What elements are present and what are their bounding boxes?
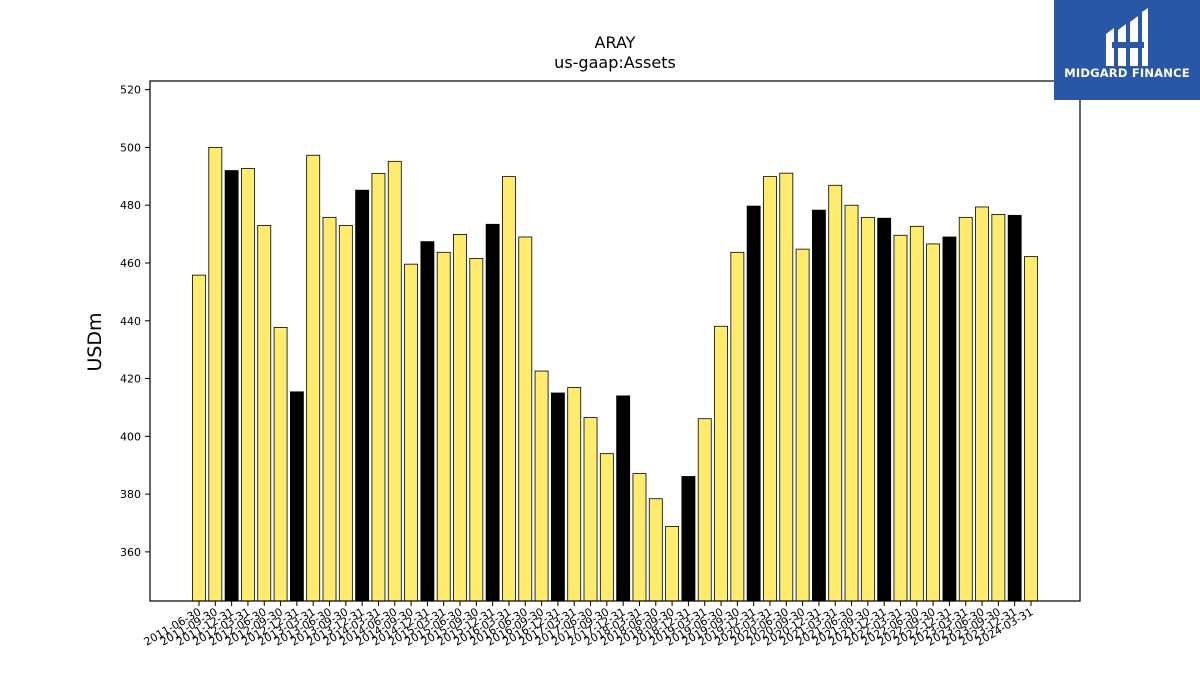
y-axis-label: USDm (84, 312, 106, 371)
bar-2012-06-30 (257, 225, 272, 602)
bar-2013-06-30 (322, 216, 337, 602)
bar-2022-03-31 (893, 234, 908, 602)
bar-2020-03-31 (763, 176, 777, 602)
bar-2017-03-31 (567, 387, 582, 602)
bar-2021-03-31 (828, 184, 843, 602)
bar-2016-09-30 (534, 370, 549, 602)
y-tick-label: 500 (120, 141, 141, 154)
bar-2022-12-31 (942, 236, 957, 602)
bar-2011-09-30 (208, 147, 223, 602)
y-tick-label: 420 (120, 373, 141, 386)
bar-2017-09-30 (599, 453, 614, 602)
bar-2023-03-31 (958, 216, 973, 602)
bar-2018-12-31 (681, 476, 696, 602)
bar-2011-12-31 (224, 170, 239, 602)
chart-title: ARAY (595, 33, 636, 52)
bar-2015-03-31 (436, 251, 451, 602)
bar-2014-03-31 (371, 173, 386, 602)
y-tick-label: 400 (120, 430, 141, 443)
x-axis: 2011-06-302011-09-302011-12-312012-03-31… (142, 601, 1036, 649)
bar-2014-09-30 (404, 263, 418, 602)
bar-2017-06-30 (583, 417, 598, 602)
bar-2015-09-30 (469, 257, 484, 602)
bar-2013-09-30 (338, 225, 353, 602)
bar-2015-06-30 (453, 233, 467, 602)
plot-frame (149, 80, 1081, 602)
bar-2019-06-30 (714, 325, 728, 602)
bar-2021-06-30 (844, 204, 859, 602)
bar-2016-03-31 (502, 176, 516, 602)
bar-2016-06-30 (518, 236, 533, 602)
bar-2014-12-31 (420, 241, 435, 602)
bar-2020-12-31 (812, 209, 826, 602)
bar-2024-03-31 (1024, 256, 1038, 602)
y-tick-label: 520 (120, 84, 141, 97)
bar-2018-03-31 (632, 473, 647, 602)
y-tick-label: 480 (120, 199, 141, 212)
y-tick-label: 460 (120, 257, 141, 270)
bar-2021-12-31 (877, 217, 892, 602)
chart-subtitle: us-gaap:Assets (554, 53, 676, 72)
bar-2021-09-30 (860, 216, 875, 602)
midgard-logo: MIDGARD FINANCE (1054, 0, 1200, 100)
bar-2019-09-30 (730, 251, 745, 602)
bar-2015-12-31 (485, 223, 500, 602)
bar-2019-12-31 (746, 205, 761, 602)
y-tick-label: 440 (120, 315, 141, 328)
bar-2013-03-31 (306, 154, 321, 602)
bar-2023-12-31 (1007, 214, 1022, 602)
bar-2022-06-30 (909, 225, 924, 602)
bar-2016-12-31 (550, 392, 565, 602)
bar-2023-09-30 (991, 214, 1006, 602)
bar-2017-12-31 (616, 395, 631, 602)
y-tick-label: 360 (120, 546, 141, 559)
bar-2018-09-30 (665, 526, 680, 602)
y-tick-label: 380 (120, 488, 141, 501)
bar-2023-06-30 (975, 206, 989, 602)
y-axis: 360 380 400 420 440 460 480 500 520 (120, 84, 150, 559)
bar-2018-06-30 (648, 498, 663, 602)
bar-2020-09-30 (795, 248, 810, 602)
bar-2013-12-31 (355, 189, 370, 602)
midgard-logo-icon (1106, 8, 1148, 66)
bar-2012-09-30 (273, 327, 288, 602)
bar-2020-06-30 (779, 172, 794, 602)
bar-2012-12-31 (289, 391, 304, 602)
bar-2012-03-31 (241, 168, 255, 602)
bar-2011-06-30 (192, 274, 206, 602)
logo-text: MIDGARD FINANCE (1064, 66, 1190, 80)
bar-2019-03-31 (697, 418, 712, 602)
bar-2014-06-30 (387, 160, 402, 602)
bars-group (192, 147, 1038, 602)
bar-2022-09-30 (926, 243, 941, 602)
